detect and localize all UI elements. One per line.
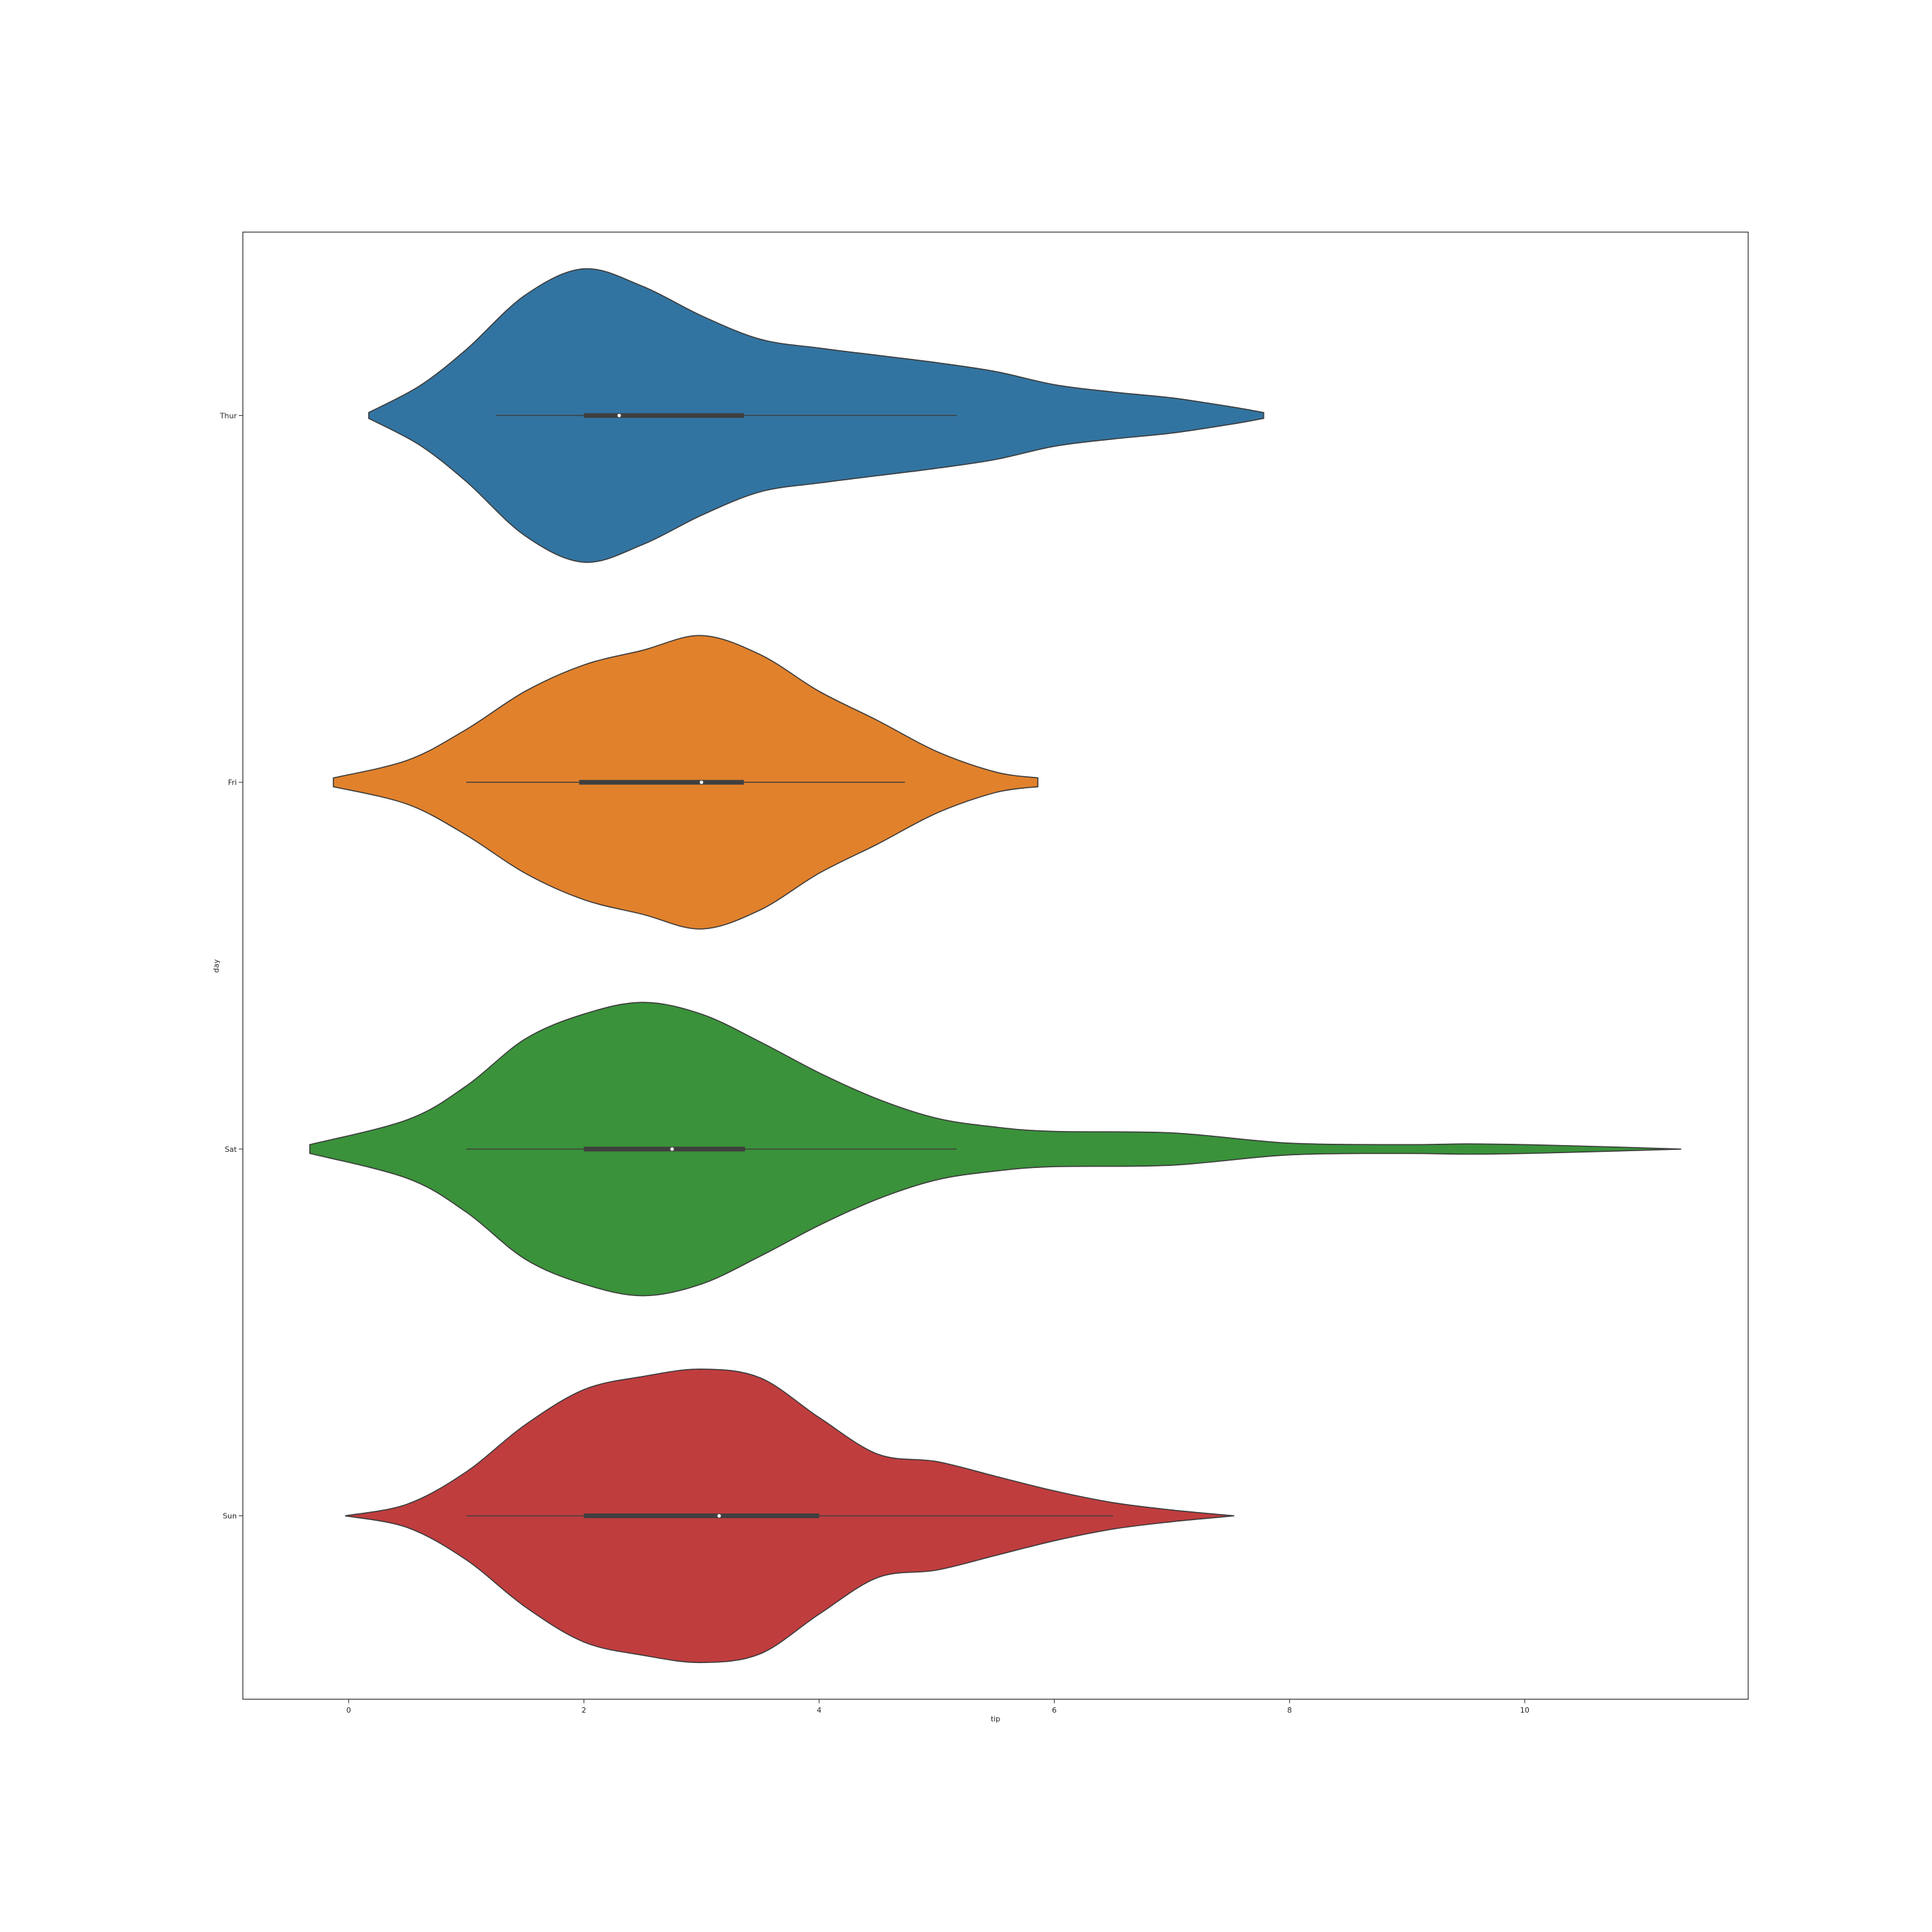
x-axis-label: tip: [991, 1715, 1000, 1723]
iqr-box-thur: [584, 413, 744, 418]
median-dot-thur: [617, 413, 621, 417]
y-tick-label: Sun: [223, 1512, 237, 1521]
violin-sat: [309, 1002, 1682, 1297]
iqr-box-sun: [584, 1513, 820, 1519]
x-tick-label: 6: [1052, 1706, 1057, 1715]
median-dot-sat: [670, 1147, 674, 1151]
violins-layer: [309, 268, 1682, 1664]
y-axis: Thur Fri Sat Sun: [219, 411, 243, 1521]
x-tick-label: 0: [346, 1706, 351, 1715]
y-tick-label: Fri: [228, 778, 237, 787]
median-dot-sun: [717, 1514, 721, 1518]
median-dot-fri: [700, 780, 704, 784]
y-tick-label: Thur: [219, 411, 237, 420]
iqr-box-fri: [579, 780, 744, 785]
x-tick-label: 4: [817, 1706, 822, 1715]
x-tick-label: 10: [1520, 1706, 1529, 1715]
y-axis-label: day: [212, 959, 221, 973]
y-tick-label: Sat: [225, 1145, 237, 1154]
iqr-box-sat: [584, 1146, 745, 1152]
plot-frame: [242, 231, 1749, 1700]
x-tick-label: 2: [582, 1706, 586, 1715]
x-tick-label: 8: [1287, 1706, 1292, 1715]
x-axis: 0 2 4 6 8 10: [346, 1699, 1529, 1715]
